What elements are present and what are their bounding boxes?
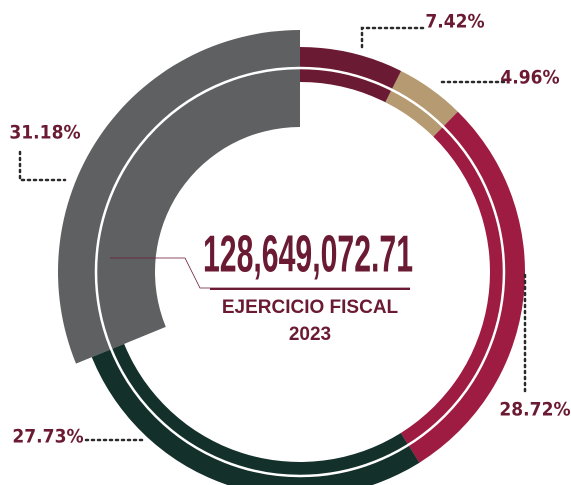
value-label: 27.73% — [12, 426, 83, 448]
center-total: 128,649,072.71 — [203, 226, 413, 284]
leader-line — [18, 150, 67, 182]
center-caption: EJERCICIO FISCAL — [222, 297, 399, 318]
slice — [91, 343, 420, 485]
slice — [385, 71, 458, 137]
value-label: 7.42% — [425, 11, 484, 33]
inner-ring-line — [94, 66, 506, 478]
slice — [57, 30, 301, 364]
value-label: 28.72% — [499, 399, 570, 421]
leader-line — [360, 26, 427, 49]
center-caption: 2023 — [289, 324, 331, 345]
slice — [400, 111, 525, 463]
value-label: 31.18% — [9, 122, 80, 144]
slices — [57, 30, 525, 485]
value-label: 4.96% — [500, 67, 559, 89]
